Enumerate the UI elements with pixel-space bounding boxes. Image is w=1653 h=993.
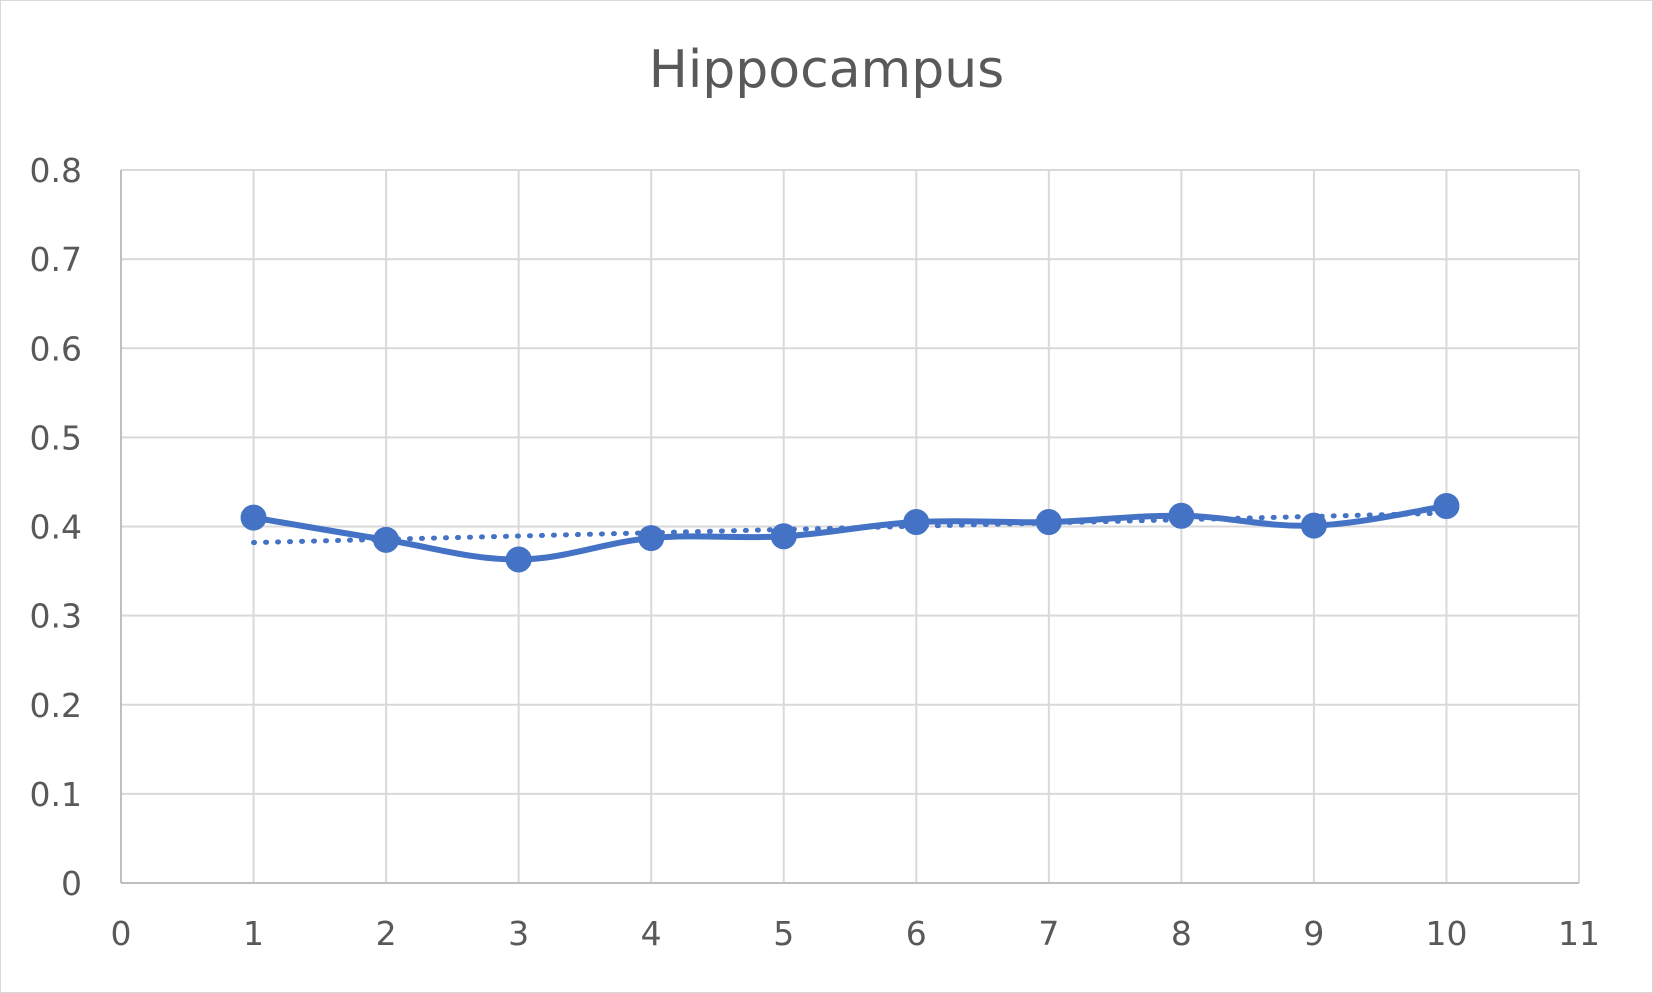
x-tick-label: 6 [906,914,927,953]
y-tick-label: 0.5 [30,418,82,457]
tick-labels: 0 1 2 3 4 5 6 7 8 9 10 11 0 0.1 0.2 0.3 0.4 0.5 0.6 0.7 0.8 [30,151,1600,953]
x-tick-label: 8 [1171,914,1192,953]
trendline-layer [251,510,1449,546]
data-point [373,526,400,553]
x-tick-label: 4 [641,914,662,953]
y-tick-label: 0.4 [30,508,82,547]
x-tick-label: 10 [1425,914,1467,953]
chart-title: Hippocampus [648,40,1005,100]
x-tick-label: 9 [1303,914,1324,953]
data-point [240,504,267,531]
y-tick-label: 0.6 [30,329,82,368]
axes [120,170,1579,884]
x-tick-label: 5 [773,914,794,953]
y-tick-label: 0.8 [30,151,82,190]
data-point [770,523,797,550]
x-tick-label: 11 [1558,914,1600,953]
trendline [251,510,1449,546]
data-point [1433,493,1460,520]
y-tick-label: 0 [61,864,82,903]
x-tick-label: 1 [243,914,264,953]
data-point [638,525,665,552]
x-tick-label: 3 [508,914,529,953]
y-tick-label: 0.3 [30,597,82,636]
x-tick-label: 2 [376,914,397,953]
y-tick-label: 0.7 [30,240,82,279]
data-point [505,546,532,573]
x-tick-label: 7 [1038,914,1059,953]
data-point [903,509,930,536]
data-point [1035,509,1062,536]
series-layer [240,493,1460,573]
x-tick-label: 0 [111,914,132,953]
y-tick-label: 0.2 [30,686,82,725]
data-point [1300,512,1327,539]
y-tick-label: 0.1 [30,775,82,814]
data-point [1168,502,1195,529]
series-line [253,503,1447,563]
